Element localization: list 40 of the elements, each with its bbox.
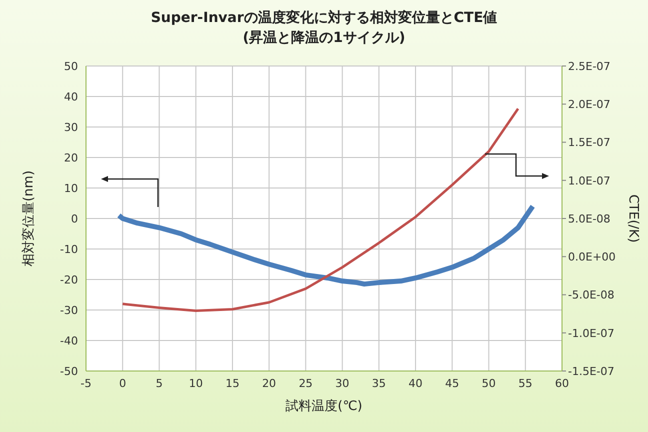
y-tick-label: 40 (64, 90, 78, 104)
x-tick-label: 25 (298, 376, 313, 390)
y2-tick-label: -1.0E-07 (568, 326, 614, 340)
x-tick-label: 10 (188, 376, 203, 390)
y2-tick-label: 1.0E-07 (568, 174, 610, 188)
y-tick-label: -50 (60, 364, 78, 378)
y2-tick-label: 1.5E-07 (568, 136, 610, 150)
y-axis-title: 相対変位量(nm) (20, 170, 37, 267)
x-tick-label: 40 (408, 376, 423, 390)
y2-axis-title: CTE(/K) (625, 194, 640, 243)
y2-tick-label: -1.5E-07 (568, 364, 614, 378)
x-tick-label: 55 (518, 376, 532, 390)
y-tick-label: 20 (64, 151, 78, 164)
y-tick-label: 50 (64, 60, 78, 73)
x-tick-label: 5 (156, 376, 163, 390)
x-tick-label: 15 (225, 376, 240, 390)
y-tick-label: -20 (60, 273, 78, 286)
x-tick-label: 50 (482, 376, 496, 390)
x-tick-label: -5 (80, 376, 92, 390)
chart-subtitle: (昇温と降温の1サイクル) (242, 29, 406, 48)
x-axis-title: 試料温度(℃) (286, 398, 362, 414)
x-tick-label: 0 (119, 376, 126, 390)
x-tick-label: 30 (335, 376, 350, 390)
y2-tick-label: 5.0E-08 (568, 212, 610, 226)
y2-tick-label: 2.0E-07 (568, 98, 610, 112)
y-tick-label: -10 (60, 242, 78, 256)
y-tick-label: 30 (64, 120, 78, 134)
y2-tick-label: -5.0E-08 (568, 288, 614, 302)
y-tick-label: 0 (71, 212, 78, 226)
x-tick-label: 20 (262, 376, 276, 390)
x-tick-label: 60 (555, 376, 569, 390)
x-tick-label: 45 (445, 376, 460, 390)
y2-tick-label: 0.0E+00 (568, 250, 616, 264)
chart-title: Super-Invarの温度変化に対する相対変位量とCTE値 (150, 8, 498, 28)
x-tick-label: 35 (372, 376, 386, 390)
y2-tick-label: 2.5E-07 (568, 60, 610, 73)
y-tick-label: 10 (64, 182, 78, 195)
line-series (121, 107, 520, 312)
y-tick-label: -40 (60, 334, 78, 348)
y-tick-label: -30 (60, 304, 78, 317)
